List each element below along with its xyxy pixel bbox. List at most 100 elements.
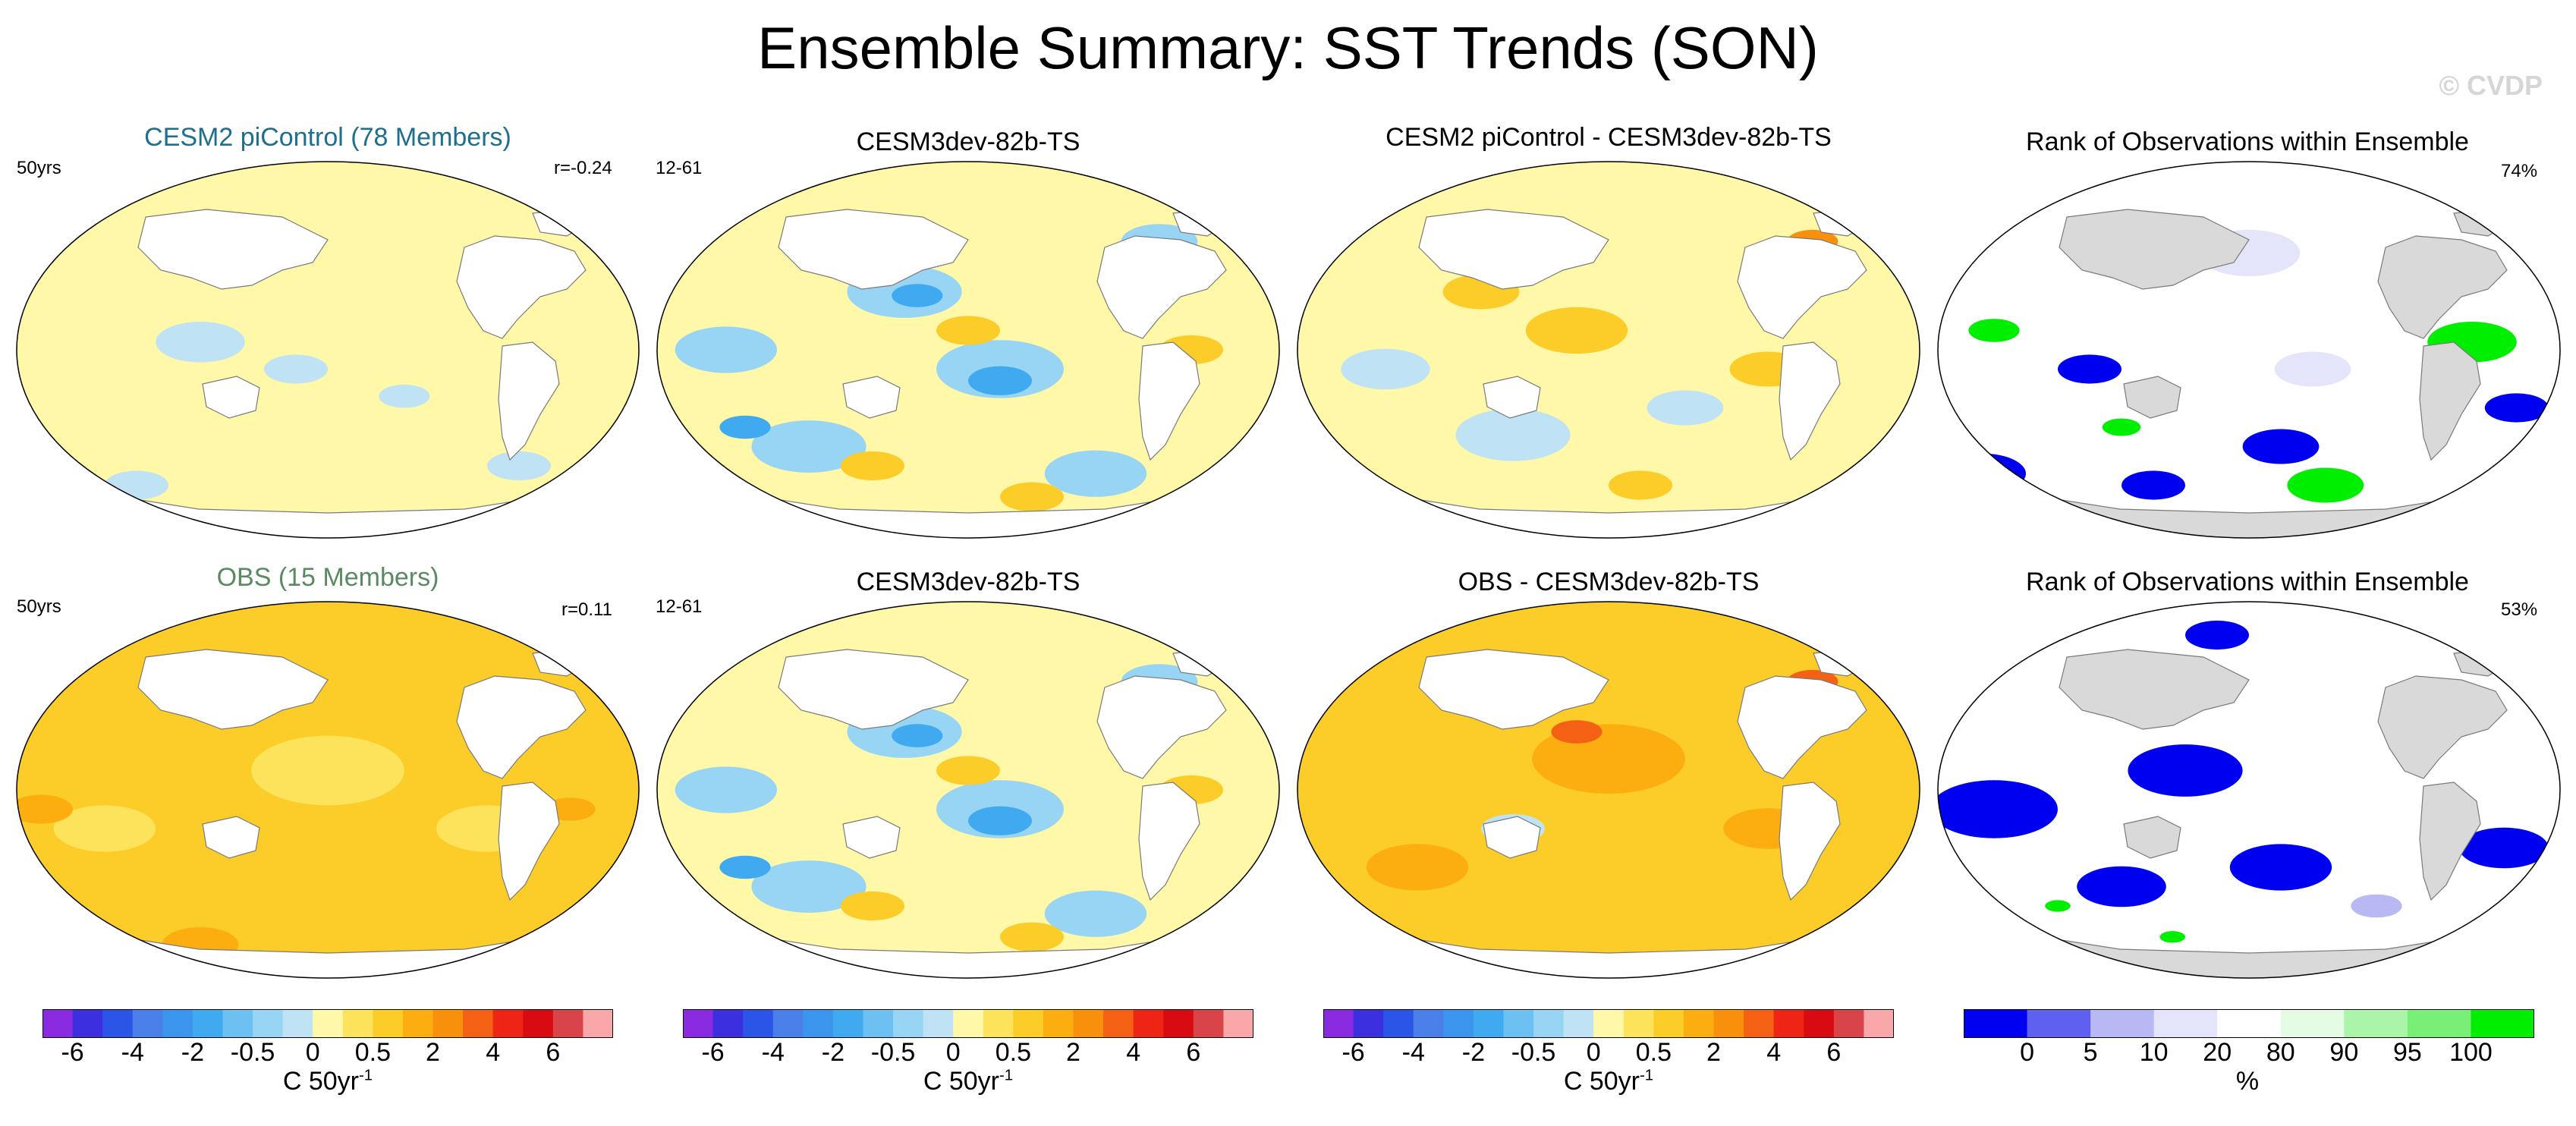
land-samerica xyxy=(498,341,560,461)
land-namerica xyxy=(1737,235,1867,339)
low-rank-region xyxy=(2058,354,2122,384)
colorbar-box xyxy=(253,1009,284,1038)
colorbar-tick-label: 0.5 xyxy=(995,1038,1031,1067)
colorbar-tick-label: -6 xyxy=(701,1038,725,1067)
high-rank-region xyxy=(2287,467,2364,503)
panel-f-map xyxy=(656,601,1280,979)
panel-g-title: OBS - CESM3dev-82b-TS xyxy=(1458,568,1760,596)
trend-colorbar-2-unit: C 50yr-1 xyxy=(923,1067,1014,1096)
colorbar-box xyxy=(893,1009,924,1038)
colorbar-box xyxy=(1744,1009,1775,1038)
land-greenland xyxy=(532,209,587,237)
land-namerica xyxy=(456,235,587,339)
colorbar-box xyxy=(1413,1009,1444,1038)
colorbar-box xyxy=(583,1009,613,1038)
colorbar-box xyxy=(432,1009,464,1038)
land-australia xyxy=(1483,816,1541,859)
land-greenland xyxy=(1172,649,1227,677)
colorbar-box xyxy=(1683,1009,1715,1038)
colorbar-tick-label: -2 xyxy=(181,1038,205,1067)
colorbar-tick-label: 2 xyxy=(426,1038,440,1067)
warm-anomaly xyxy=(841,891,904,921)
colorbar-box xyxy=(832,1009,863,1038)
cool-anomaly xyxy=(1647,390,1724,426)
warm-anomaly xyxy=(936,316,1000,345)
colorbar-box xyxy=(1323,1009,1354,1038)
colorbar-tick-label: -6 xyxy=(1341,1038,1365,1067)
cool-anomaly xyxy=(675,326,777,373)
land-namerica xyxy=(1096,235,1227,339)
colorbar-box xyxy=(1383,1009,1414,1038)
colorbar-tick-label: 4 xyxy=(486,1038,501,1067)
colorbar-frame xyxy=(1323,1009,1894,1038)
cool-anomaly xyxy=(105,470,168,500)
panel-b-left-label: 12-61 xyxy=(656,158,703,178)
panel-f-left-label: 12-61 xyxy=(656,596,703,617)
high-rank-region xyxy=(2159,931,2185,943)
land-asia xyxy=(778,209,969,290)
colorbar-tick-label: 100 xyxy=(2449,1038,2493,1067)
colorbar-tick-label: -2 xyxy=(1461,1038,1486,1067)
map-outline xyxy=(656,161,1280,539)
land-samerica xyxy=(1779,782,1841,901)
warm-anomaly xyxy=(1000,922,1064,951)
map-outline xyxy=(1937,161,2561,539)
land-asia xyxy=(2059,209,2250,290)
colorbar-box xyxy=(1533,1009,1565,1038)
colorbar-box xyxy=(772,1009,804,1038)
colorbar-box xyxy=(1593,1009,1625,1038)
colorbar-box xyxy=(1103,1009,1134,1038)
cool-anomaly xyxy=(1044,890,1147,937)
panel-e-right-label: r=0.11 xyxy=(561,599,612,620)
colorbar-box xyxy=(1073,1009,1104,1038)
colorbar-tick-label: 80 xyxy=(2266,1038,2295,1067)
colorbar-tick-label: 0.5 xyxy=(1635,1038,1672,1067)
land-asia xyxy=(778,649,969,730)
colorbar-tick-label: 2 xyxy=(1706,1038,1721,1067)
colorbar-tick-label: -4 xyxy=(121,1038,144,1067)
colorbar-tick-label: -6 xyxy=(61,1038,84,1067)
low-rank-region xyxy=(2459,827,2549,869)
cool-anomaly xyxy=(892,724,943,747)
warm-anomaly xyxy=(17,794,73,824)
colorbar-tick-label: 6 xyxy=(1186,1038,1201,1067)
land-australia xyxy=(2123,376,2181,419)
colorbar-box xyxy=(2471,1009,2534,1038)
colorbar-box xyxy=(2280,1009,2345,1038)
land-greenland xyxy=(532,649,587,677)
land-australia xyxy=(842,816,901,859)
high-rank-region xyxy=(2045,900,2071,912)
map-outline xyxy=(1297,161,1920,539)
colorbar-tick-label: 0 xyxy=(305,1038,320,1067)
colorbar-tick-label: 90 xyxy=(2329,1038,2359,1067)
colorbar-tick-label: -0.5 xyxy=(870,1038,916,1067)
trend-colorbar-2 xyxy=(683,1009,1253,1038)
warm-anomaly xyxy=(251,735,404,806)
land-australia xyxy=(202,816,260,859)
colorbar-box xyxy=(1864,1009,1894,1038)
low-rank-region xyxy=(2274,351,2351,387)
colorbar-box xyxy=(2090,1009,2155,1038)
low-rank-region xyxy=(2351,894,2402,918)
land-greenland xyxy=(2453,649,2508,677)
colorbar-box xyxy=(1443,1009,1474,1038)
panel-a-title: CESM2 piControl (78 Members) xyxy=(144,123,511,152)
colorbar-box xyxy=(463,1009,494,1038)
land-namerica xyxy=(2377,235,2508,339)
cool-anomaly xyxy=(264,354,328,384)
colorbar-box xyxy=(1043,1009,1074,1038)
cool-anomaly xyxy=(968,806,1032,835)
low-rank-region xyxy=(2077,866,2166,907)
map-outline xyxy=(16,601,640,979)
trend-colorbar-3-unit: C 50yr-1 xyxy=(1563,1067,1654,1096)
colorbar-box xyxy=(492,1009,524,1038)
land-greenland xyxy=(1813,209,1867,237)
colorbar-box xyxy=(523,1009,554,1038)
colorbar-box xyxy=(2217,1009,2282,1038)
land-greenland xyxy=(1813,649,1867,677)
colorbar-tick-label: -2 xyxy=(821,1038,845,1067)
colorbar-frame xyxy=(683,1009,1253,1038)
colorbar-box xyxy=(1653,1009,1684,1038)
panel-c-title: CESM2 piControl - CESM3dev-82b-TS xyxy=(1386,123,1832,152)
colorbar-box xyxy=(2407,1009,2471,1038)
